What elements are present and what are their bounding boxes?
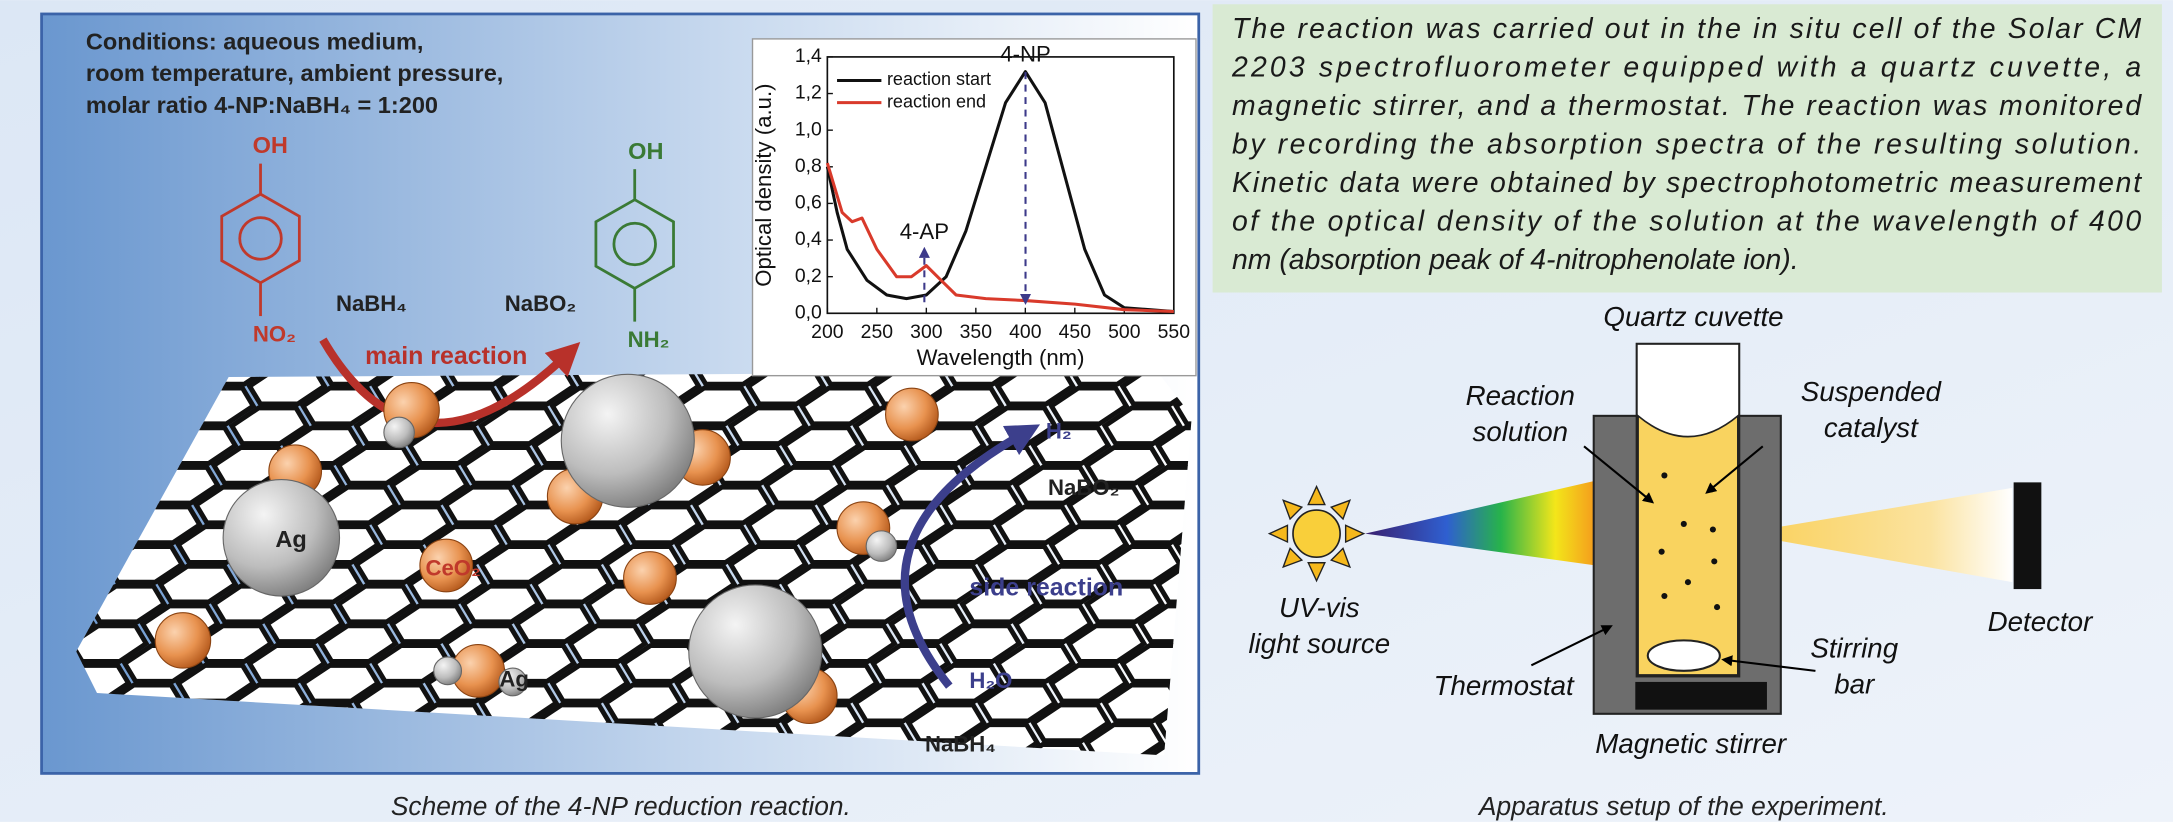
caption: Scheme of the 4-NP reduction reaction. [391, 791, 851, 821]
cuvette-label: Quartz cuvette [1603, 301, 1783, 332]
solution [1638, 416, 1738, 675]
x-tick-label: 500 [1108, 321, 1141, 343]
y-tick-label: 0,4 [795, 228, 822, 250]
ceo2-particle [624, 552, 677, 605]
nh2-label: NH₂ [628, 327, 670, 352]
source-label: light source [1248, 628, 1390, 659]
nabh4-label: NaBH₄ [925, 732, 996, 757]
ag-particle [561, 374, 694, 507]
no2-label: NO₂ [253, 321, 296, 346]
figure: Conditions: aqueous medium, room tempera… [0, 0, 2173, 822]
light-source [1269, 487, 1363, 581]
y-tick-label: 0,6 [795, 192, 822, 214]
annotation: 4-AP [900, 219, 949, 244]
description-line: of the optical density of the solution a… [1232, 206, 2141, 238]
x-axis-label: Wavelength (nm) [917, 345, 1085, 370]
description-line: nm (absorption peak of 4-nitrophenolate … [1232, 244, 1799, 276]
detector-label: Detector [1988, 606, 2094, 637]
ceo2-particle [886, 388, 939, 441]
side-reaction-label: side reaction [969, 574, 1123, 602]
stirring-bar-label: Stirring [1810, 632, 1898, 663]
ag-label: Ag [275, 526, 306, 552]
caption: Apparatus setup of the experiment. [1477, 791, 1889, 821]
y-tick-label: 1,4 [795, 45, 822, 67]
stirrer-label: Magnetic stirrer [1595, 728, 1788, 759]
ag-label: Ag [499, 666, 529, 691]
ceo2-label: CeO₂ [425, 556, 480, 581]
ag-particle [384, 417, 414, 447]
x-tick-label: 300 [910, 321, 943, 343]
y-tick-label: 1,2 [795, 82, 822, 104]
solution-label: solution [1473, 416, 1568, 447]
y-tick-label: 0,2 [795, 265, 822, 287]
x-tick-label: 250 [861, 321, 894, 343]
nabo2-label: NaBO₂ [1048, 475, 1119, 500]
ceo2-particle [155, 613, 210, 668]
x-tick-label: 550 [1158, 321, 1191, 343]
solution-label: Reaction [1466, 380, 1575, 411]
x-tick-label: 400 [1009, 321, 1042, 343]
description-line: by recording the absorption spectra of t… [1232, 129, 2141, 161]
conditions-line: Conditions: aqueous medium, [86, 28, 424, 54]
description-line: The reaction was carried out in the in s… [1232, 13, 2141, 45]
ag-particle [434, 657, 462, 685]
stirring-bar [1648, 640, 1720, 670]
description-line: magnetic stirrer, and a thermostat. The … [1232, 90, 2142, 122]
y-tick-label: 1,0 [795, 118, 822, 140]
legend-label: reaction end [887, 91, 986, 111]
sun-disc [1293, 510, 1340, 557]
annotation: 4-NP [1000, 41, 1050, 66]
conditions-line: molar ratio 4-NP:NaBH₄ = 1:200 [86, 92, 438, 118]
ag-particle [866, 531, 896, 561]
oh-label: OH [253, 132, 288, 158]
description-line: Kinetic data were obtained by spectropho… [1232, 167, 2142, 199]
oh-label: OH [628, 138, 663, 164]
thermostat-label: Thermostat [1434, 670, 1575, 701]
conditions-line: room temperature, ambient pressure, [86, 60, 503, 86]
x-tick-label: 350 [960, 321, 993, 343]
stirring-bar-label: bar [1834, 668, 1876, 699]
ag-particle [689, 585, 822, 718]
legend-label: reaction start [887, 69, 991, 89]
reagent-label: NaBO₂ [505, 291, 576, 316]
y-tick-label: 0,0 [795, 301, 822, 323]
h2-label: H₂ [1046, 418, 1072, 443]
reagent-label: NaBH₄ [336, 291, 407, 316]
x-tick-label: 200 [811, 321, 844, 343]
h2o-label: H₂O [969, 668, 1012, 693]
page: Conditions: aqueous medium, room tempera… [0, 0, 2173, 822]
y-tick-label: 0,8 [795, 155, 822, 177]
y-axis-label: Optical density (a.u.) [751, 84, 776, 287]
main-reaction-label: main reaction [365, 342, 527, 370]
detector [2014, 482, 2042, 589]
catalyst-label: Suspended [1801, 376, 1943, 407]
x-tick-label: 450 [1059, 321, 1092, 343]
source-label: UV-vis [1279, 592, 1360, 623]
catalyst-label: catalyst [1824, 412, 1919, 443]
magnetic-stirrer [1635, 682, 1767, 710]
